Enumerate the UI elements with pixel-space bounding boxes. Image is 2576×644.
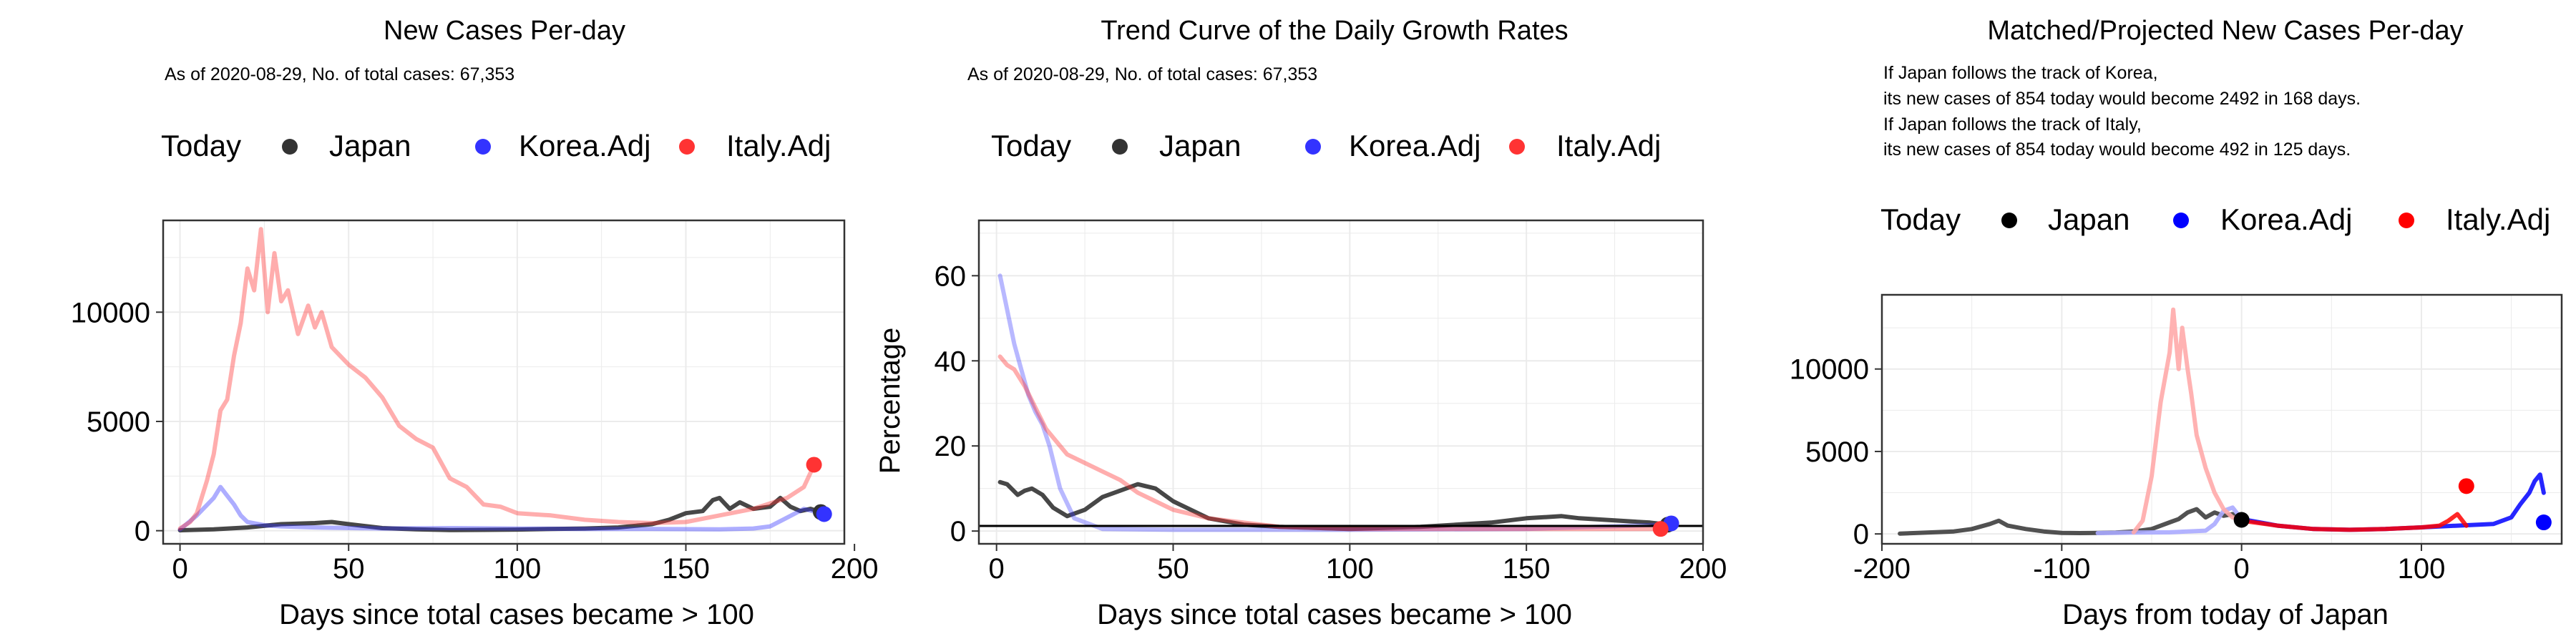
today-point-italy-adj [806,457,822,473]
y-tick-label: 5000 [87,406,150,438]
chart-title: Trend Curve of the Daily Growth Rates [1101,16,1568,46]
series-line-japan [177,495,823,533]
legend-key-italy [2399,213,2414,228]
y-tick-label: 20 [935,431,967,462]
series-line-korea-adj [997,273,1670,532]
legend-label-korea: Korea.Adj [1349,129,1480,162]
x-tick-label: 200 [1679,553,1727,585]
legend-title: Today [991,129,1071,162]
y-tick-label: 40 [935,346,967,377]
note-line-3: If Japan follows the track of Italy, [1883,114,2142,135]
x-tick-label: 0 [2234,553,2250,585]
legend: Today Japan Korea.Adj Italy.Adj [1880,203,2550,236]
y-tick-label: 10000 [1790,354,1869,386]
legend-label-italy: Italy.Adj [2446,203,2550,236]
legend-key-korea [1305,139,1321,155]
x-tick-label: 100 [1326,553,1374,585]
legend: Today Japan Korea.Adj Italy.Adj [991,129,1661,162]
legend-label-japan: Japan [329,129,411,162]
today-point-korea-adj [816,506,832,522]
panel-growth-rates: Trend Curve of the Daily Growth Rates As… [874,16,1727,630]
y-axis-label: Percentage [874,328,906,474]
x-tick-label: 150 [1503,553,1551,585]
chart-subtitle: As of 2020-08-29, No. of total cases: 67… [967,64,1317,84]
note-line-2: its new cases of 854 today would become … [1883,89,2361,109]
legend-key-korea [475,139,491,155]
legend-key-korea [2173,213,2189,228]
y-tick-label: 10000 [71,297,150,328]
x-tick-label: 200 [831,553,879,585]
series-line-japan [997,479,1670,532]
plot-border [977,219,1704,545]
y-tick-label: 60 [935,260,967,292]
plot-area: 0 50 100 150 200 0 5000 10000 [71,219,879,585]
x-tick-label: 100 [2398,553,2446,585]
legend-key-italy [679,139,695,155]
today-point-italy-adj [1652,521,1669,537]
x-tick-label: 50 [1157,553,1189,585]
legend-label-korea: Korea.Adj [2220,203,2352,236]
y-tick-label: 5000 [1805,436,1869,468]
note-line-1: If Japan follows the track of Korea, [1883,63,2158,83]
chart-title: Matched/Projected New Cases Per-day [1987,16,2463,46]
x-axis-label: Days since total cases became > 100 [1097,599,1572,630]
legend-label-japan: Japan [1159,129,1241,162]
panel-new-cases: New Cases Per-day As of 2020-08-29, No. … [71,16,879,630]
x-tick-label: 0 [172,553,187,585]
series-line-italy-adj [997,354,1663,532]
legend-label-italy: Italy.Adj [1556,129,1661,162]
x-tick-label: 0 [989,553,1005,585]
plot-border [1880,293,2563,545]
x-axis-label: Days from today of Japan [2062,599,2389,630]
legend-key-japan [282,139,298,155]
chart-subtitle: As of 2020-08-29, No. of total cases: 67… [165,64,514,84]
legend-label-japan: Japan [2048,203,2129,236]
today-point-korea-adj [2535,514,2552,531]
legend-key-italy [1509,139,1525,155]
legend-key-japan [2001,213,2017,228]
x-tick-label: -100 [2033,553,2090,585]
y-tick-label: 0 [1853,519,1869,550]
panel-projected: Matched/Projected New Cases Per-day If J… [1790,16,2563,630]
y-tick-label: 0 [135,516,150,547]
today-point-italy-adj [2458,478,2474,494]
today-point-japan [2233,512,2250,528]
x-tick-label: -200 [1853,553,1911,585]
x-tick-label: 150 [662,553,710,585]
plot-area: -200 -100 0 100 0 5000 10000 [1790,293,2563,585]
series-line-italy-adj [177,227,816,531]
x-axis-label: Days since total cases became > 100 [279,599,754,630]
legend-title: Today [161,129,241,162]
legend-title: Today [1880,203,1961,236]
plot-area: 0 50 100 150 200 0 20 40 60 [935,219,1727,585]
note-line-4: its new cases of 854 today would become … [1883,140,2351,160]
legend: Today Japan Korea.Adj Italy.Adj [161,129,831,162]
legend-label-italy: Italy.Adj [726,129,831,162]
x-tick-label: 50 [333,553,365,585]
series-line-italy-adj-matched- [2131,307,2244,535]
series-line-korea-adj-matched- [2095,505,2244,535]
x-tick-label: 100 [493,553,541,585]
y-tick-label: 0 [950,516,966,547]
legend-label-korea: Korea.Adj [519,129,650,162]
chart-title: New Cases Per-day [384,16,625,46]
series-line-korea-adj [2239,472,2546,532]
legend-key-japan [1112,139,1128,155]
series-line-italy-adj [2239,512,2469,532]
plot-border [162,219,846,545]
series-line-korea-adj [177,484,823,532]
